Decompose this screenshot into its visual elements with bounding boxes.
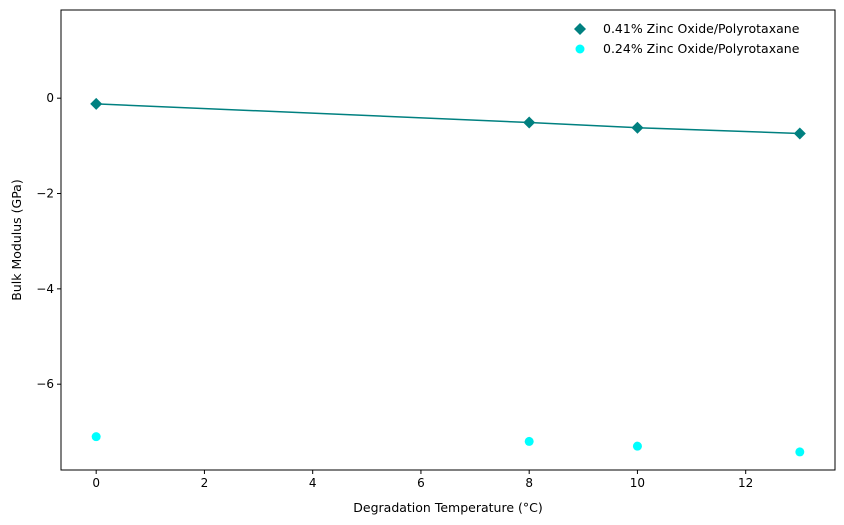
y-tick-label: 0 [46, 91, 54, 105]
series-1-point [90, 97, 103, 110]
x-tick-label: 0 [92, 476, 100, 490]
legend-label-series-2: 0.24% Zinc Oxide/Polyrotaxane [603, 41, 800, 56]
series-2-point [91, 432, 101, 442]
plot-area [60, 9, 836, 471]
series-2-point [632, 441, 642, 451]
y-tick-label: −6 [36, 377, 54, 391]
legend-label-series-1: 0.41% Zinc Oxide/Polyrotaxane [603, 21, 800, 36]
x-tick-label: 4 [309, 476, 317, 490]
series-2-point [795, 447, 805, 457]
legend-marker-circle [575, 44, 585, 54]
series-1-point [793, 127, 806, 140]
x-tick-label: 8 [525, 476, 533, 490]
y-axis: 0 −2 −4 −6 [36, 91, 61, 391]
x-axis-label: Degradation Temperature (°C) [353, 500, 542, 515]
series-1-point [523, 116, 536, 129]
x-tick-label: 10 [630, 476, 645, 490]
y-tick-label: −2 [36, 187, 54, 201]
x-tick-label: 6 [417, 476, 425, 490]
y-tick-label: −4 [36, 282, 54, 296]
series-layer [90, 97, 806, 457]
series-2-point [524, 436, 534, 446]
x-axis: 0 2 4 6 8 10 12 [92, 470, 753, 490]
y-axis-label: Bulk Modulus (GPa) [9, 179, 24, 300]
series-1-point [631, 121, 644, 134]
x-tick-label: 2 [201, 476, 209, 490]
series-1-line [96, 103, 800, 135]
legend-marker-diamond [574, 23, 586, 35]
legend: 0.41% Zinc Oxide/Polyrotaxane 0.24% Zinc… [574, 21, 800, 56]
x-tick-label: 12 [738, 476, 753, 490]
